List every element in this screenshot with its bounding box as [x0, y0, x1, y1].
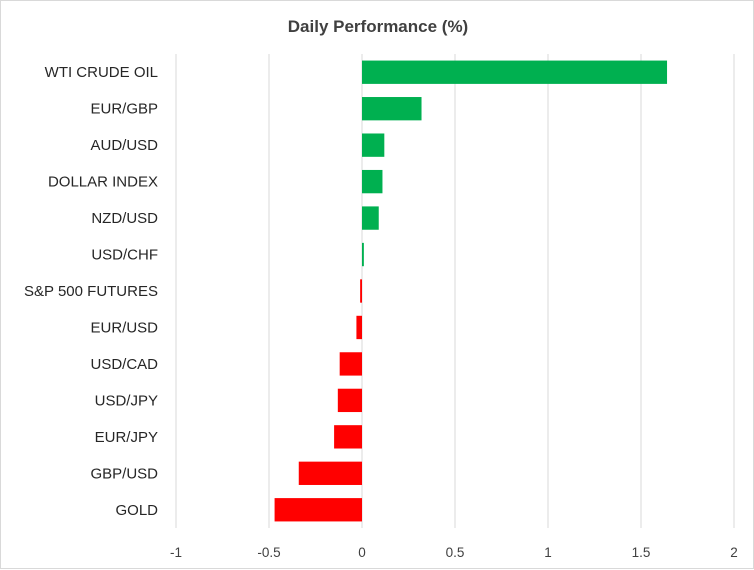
- x-tick-label: -1: [170, 545, 182, 560]
- x-tick-label: 2: [730, 545, 738, 560]
- category-label: GBP/USD: [90, 465, 158, 482]
- bar: [334, 425, 362, 449]
- category-label: USD/CHF: [91, 247, 158, 264]
- bar: [362, 169, 383, 194]
- category-label: NZD/USD: [91, 210, 158, 227]
- bar: [360, 279, 362, 303]
- x-tick-label: 0: [358, 545, 366, 560]
- x-tick-label: 1: [544, 545, 552, 560]
- chart-title: Daily Performance (%): [288, 17, 468, 36]
- category-label: GOLD: [115, 502, 158, 519]
- bar: [362, 60, 668, 84]
- category-label: DOLLAR INDEX: [48, 174, 158, 191]
- x-tick-label: 1.5: [632, 545, 651, 560]
- x-tick-label: 0.5: [446, 545, 465, 560]
- category-label: EUR/JPY: [95, 429, 158, 446]
- category-label: USD/CAD: [90, 356, 158, 373]
- x-tick-label: -0.5: [257, 545, 280, 560]
- category-label: EUR/USD: [90, 319, 158, 336]
- bar: [274, 498, 362, 522]
- category-label: EUR/GBP: [90, 101, 158, 118]
- category-label: AUD/USD: [90, 137, 158, 154]
- bar: [339, 352, 362, 376]
- category-label: S&P 500 FUTURES: [24, 283, 158, 300]
- category-label: USD/JPY: [95, 392, 158, 409]
- bar: [337, 388, 362, 413]
- bar: [356, 315, 362, 340]
- bar: [298, 461, 362, 485]
- bar: [362, 133, 385, 157]
- bar: [362, 242, 364, 267]
- category-label: WTI CRUDE OIL: [45, 64, 158, 81]
- bar: [362, 206, 379, 230]
- bar: [362, 97, 422, 121]
